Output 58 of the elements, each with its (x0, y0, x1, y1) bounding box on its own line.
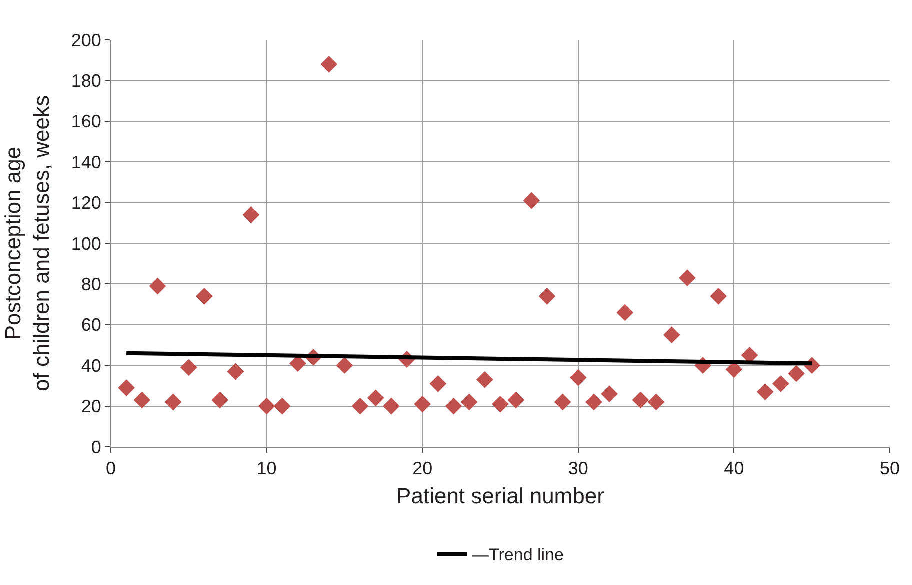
point (196, 288, 213, 305)
y-tick-label: 160 (71, 112, 102, 132)
point (382, 398, 400, 415)
point (212, 392, 229, 409)
point (352, 398, 369, 415)
x-tick-label: 20 (412, 458, 433, 479)
point (414, 396, 432, 413)
y-axis-title: Postconception age of children and fetuses, weeks (0, 96, 54, 392)
y-tick-label: 120 (71, 193, 102, 214)
point (601, 386, 618, 403)
point (476, 371, 494, 388)
point (710, 288, 728, 305)
point (663, 326, 680, 344)
point (570, 369, 587, 386)
point (149, 278, 166, 295)
point (632, 392, 650, 409)
y-tick-label: 40 (81, 356, 102, 376)
x-axis-title: Patient serial number (396, 484, 604, 508)
point (508, 392, 525, 409)
point (554, 394, 572, 411)
y-tick-label: 20 (81, 396, 102, 417)
point (336, 357, 354, 374)
point (242, 206, 260, 224)
y-tick-label: 200 (71, 30, 102, 50)
y-tick-label: 180 (71, 71, 102, 91)
point (445, 398, 462, 415)
point (274, 398, 291, 415)
x-tick-label: 10 (256, 458, 277, 479)
y-tick-label: 60 (81, 315, 102, 336)
point (492, 396, 509, 413)
point (648, 394, 665, 411)
legend-label: —Trend line (472, 546, 564, 565)
point (538, 288, 556, 305)
point (134, 392, 151, 409)
point (118, 380, 136, 396)
point (616, 304, 634, 322)
point (320, 56, 338, 73)
point (788, 365, 805, 382)
point (756, 384, 774, 401)
point (367, 390, 384, 407)
point (227, 363, 244, 380)
y-tick-label: 100 (71, 234, 102, 254)
x-tick-label: 30 (568, 458, 588, 479)
point (460, 394, 478, 411)
x-tick-label: 0 (106, 458, 116, 479)
point (586, 394, 602, 411)
point (679, 270, 696, 287)
point (164, 394, 182, 411)
x-tick-label: 50 (880, 458, 900, 479)
x-tick-label: 40 (724, 458, 744, 479)
y-tick-label: 140 (71, 152, 102, 172)
point (180, 359, 198, 376)
point (772, 375, 790, 392)
y-tick-label: 80 (81, 274, 102, 294)
point (258, 398, 276, 415)
point (523, 192, 540, 210)
y-tick-label: 0 (91, 437, 102, 458)
point (430, 375, 447, 392)
